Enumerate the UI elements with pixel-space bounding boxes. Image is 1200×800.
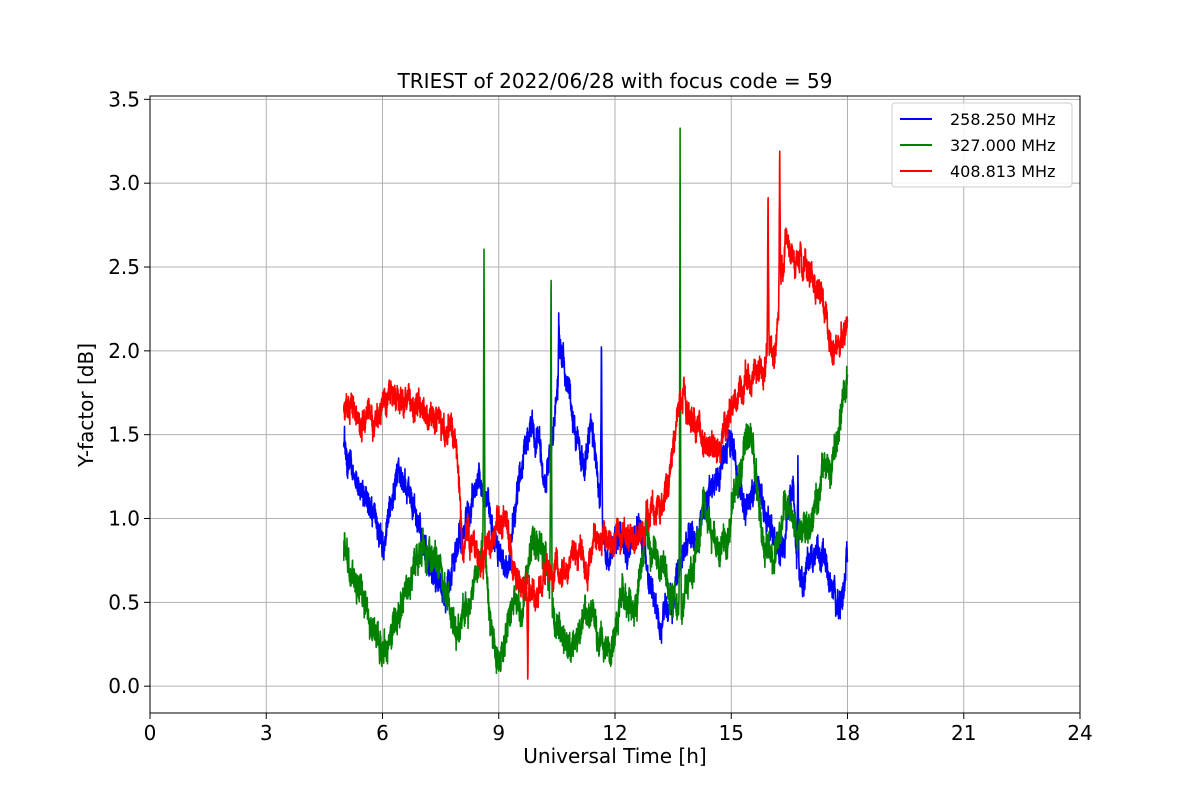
legend-box <box>891 102 1073 188</box>
x-tick-label: 0 <box>144 721 157 745</box>
y-tick-label: 0.5 <box>108 590 140 614</box>
x-tick-label: 24 <box>1067 721 1092 745</box>
y-tick-label: 3.0 <box>108 171 140 195</box>
x-tick-label: 21 <box>951 721 976 745</box>
y-tick-label: 0.0 <box>108 674 140 698</box>
y-tick-label: 2.0 <box>108 339 140 363</box>
legend-label-1: 258.250 MHz <box>950 110 1055 129</box>
x-tick-label: 3 <box>260 721 273 745</box>
x-tick-label: 12 <box>602 721 627 745</box>
x-axis: 0 3 6 9 12 15 18 21 24 <box>144 713 1093 745</box>
y-axis-label: Y-factor [dB] <box>74 343 98 468</box>
series-line-3 <box>342 150 849 680</box>
legend-label-3: 408.813 MHz <box>950 162 1055 181</box>
x-tick-label: 9 <box>492 721 505 745</box>
x-tick-label: 18 <box>835 721 860 745</box>
x-axis-label: Universal Time [h] <box>523 744 706 768</box>
legend: 258.250 MHz 327.000 MHz 408.813 MHz <box>891 102 1073 188</box>
y-tick-label: 1.5 <box>108 423 140 447</box>
x-tick-label: 15 <box>719 721 744 745</box>
legend-label-2: 327.000 MHz <box>950 136 1055 155</box>
series-group <box>342 127 849 680</box>
series-line-2 <box>342 127 849 675</box>
y-axis: 0.0 0.5 1.0 1.5 2.0 2.5 3.0 3.5 <box>108 87 150 698</box>
y-tick-label: 3.5 <box>108 87 140 111</box>
y-tick-label: 1.0 <box>108 507 140 531</box>
chart-title: TRIEST of 2022/06/28 with focus code = 5… <box>397 69 833 93</box>
y-tick-label: 2.5 <box>108 255 140 279</box>
series-line-1 <box>342 312 849 644</box>
x-tick-label: 6 <box>376 721 389 745</box>
